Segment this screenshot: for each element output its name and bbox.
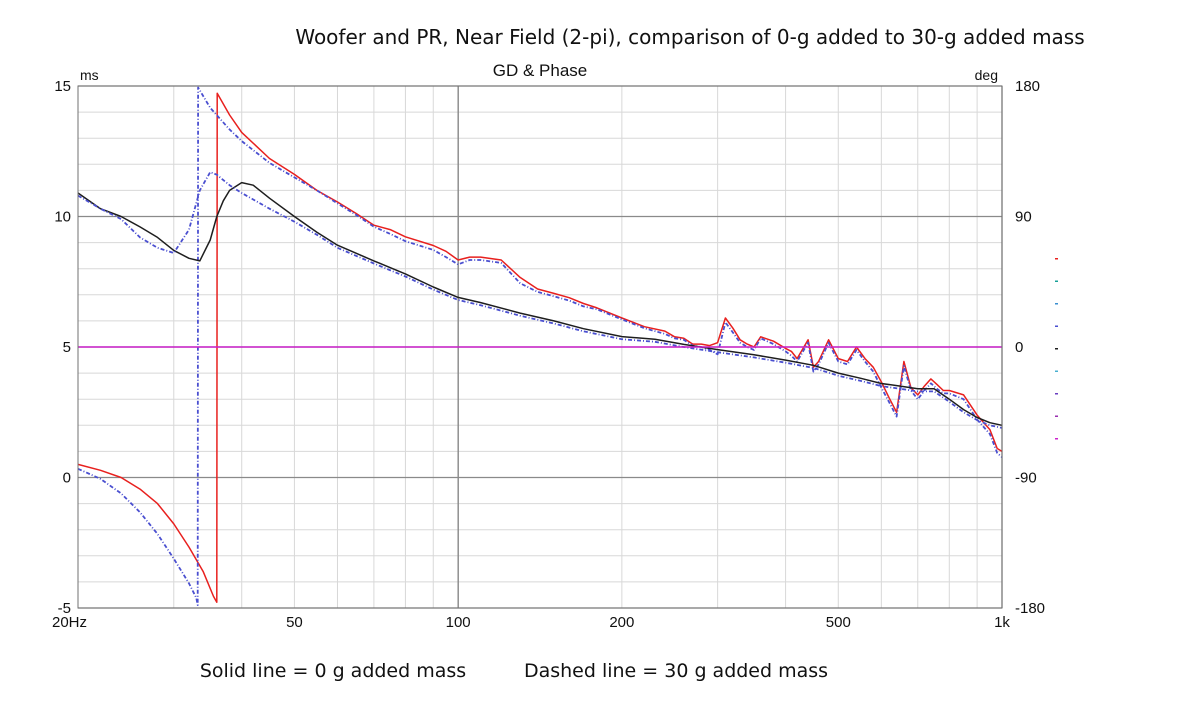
x-tick-label: 50 bbox=[286, 614, 303, 631]
legend-mark bbox=[1055, 393, 1058, 395]
y-right-tick-label: -90 bbox=[1015, 470, 1037, 487]
legend-marks bbox=[1055, 258, 1058, 440]
x-tick-label: 200 bbox=[609, 614, 634, 631]
legend-mark bbox=[1055, 348, 1058, 350]
y-right-tick-label: 0 bbox=[1015, 339, 1023, 356]
series-layer bbox=[77, 86, 1003, 606]
legend-mark bbox=[1055, 370, 1058, 372]
left-axis-unit: ms bbox=[80, 67, 99, 83]
y-left-tick-label: 10 bbox=[54, 209, 71, 226]
y-left-tick-label: -5 bbox=[58, 600, 71, 617]
legend-mark bbox=[1055, 303, 1058, 305]
caption-solid: Solid line = 0 g added mass bbox=[200, 660, 466, 682]
x-tick-label: 20Hz bbox=[52, 614, 87, 631]
legend-mark bbox=[1055, 280, 1058, 282]
right-axis-unit: deg bbox=[975, 67, 998, 83]
y-right-tick-label: -180 bbox=[1015, 600, 1045, 617]
y-left-tick-label: 5 bbox=[63, 339, 71, 356]
chart-subtitle: GD & Phase bbox=[493, 61, 588, 80]
y-right-tick-label: 90 bbox=[1015, 209, 1032, 226]
series-line-1 bbox=[77, 92, 1003, 603]
y-right-tick-label: 180 bbox=[1015, 78, 1040, 95]
legend-mark bbox=[1055, 258, 1058, 260]
chart-title: Woofer and PR, Near Field (2-pi), compar… bbox=[295, 25, 1084, 49]
x-tick-label: 100 bbox=[446, 614, 471, 631]
y-left-tick-label: 0 bbox=[63, 470, 71, 487]
legend-mark bbox=[1055, 415, 1058, 417]
caption-dashed: Dashed line = 30 g added mass bbox=[524, 660, 828, 682]
plot-frame bbox=[77, 85, 1003, 609]
series-line-4 bbox=[77, 171, 1003, 429]
legend-mark bbox=[1055, 438, 1058, 440]
y-left-tick-label: 15 bbox=[54, 78, 71, 95]
series-line-3 bbox=[77, 181, 1003, 427]
tick-labels: 20Hz 50 100 200 500 1k -5 0 5 10 15 -180 -90 0 90 180 bbox=[52, 78, 1045, 631]
x-tick-label: 1k bbox=[994, 614, 1010, 631]
x-tick-label: 500 bbox=[826, 614, 851, 631]
legend-mark bbox=[1055, 325, 1058, 327]
